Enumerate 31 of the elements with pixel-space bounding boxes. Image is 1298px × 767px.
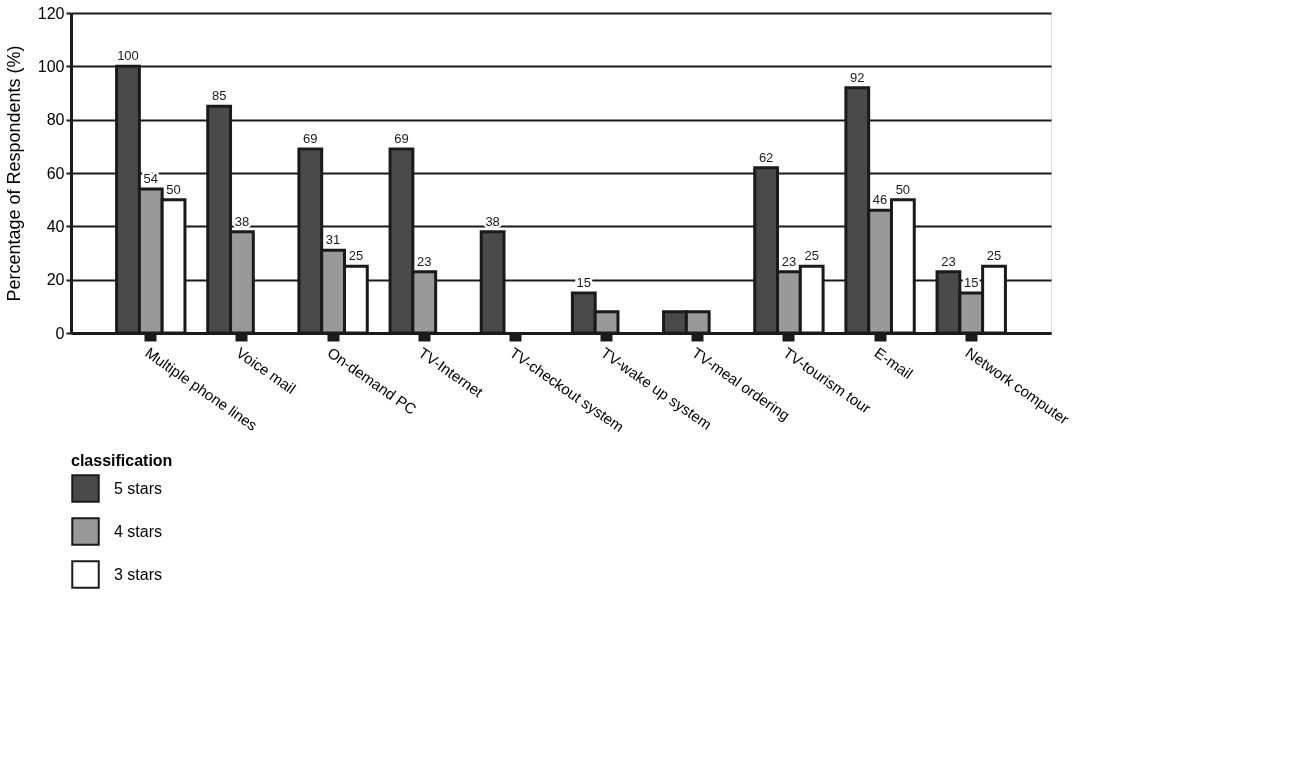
- data-label: 50: [166, 181, 181, 197]
- legend-label: 3 stars: [114, 565, 163, 583]
- data-label: 25: [804, 248, 819, 264]
- y-tick-label: 40: [46, 217, 65, 235]
- legend-title: classification: [71, 452, 173, 469]
- data-label: 38: [234, 213, 250, 229]
- data-label: 23: [781, 253, 797, 269]
- data-label: 23: [417, 253, 432, 269]
- data-label: 100: [117, 48, 139, 64]
- y-tick-label: 0: [55, 324, 65, 342]
- legend-label: 5 stars: [114, 479, 163, 497]
- data-label: 25: [348, 248, 364, 264]
- data-label: 38: [485, 213, 500, 229]
- data-label: 62: [758, 149, 774, 165]
- data-label: 25: [986, 248, 1002, 264]
- y-axis-title: Percentage of Respondents (%): [3, 45, 24, 302]
- y-tick-label: 100: [37, 57, 65, 75]
- data-label: 69: [394, 131, 409, 146]
- data-label: 54: [143, 171, 158, 186]
- y-tick-label: 120: [37, 4, 65, 22]
- data-label: 23: [941, 253, 956, 269]
- y-tick-label: 60: [46, 164, 65, 182]
- legend-label: 4 stars: [114, 522, 163, 540]
- y-tick-label: 20: [46, 271, 65, 289]
- data-label: 46: [872, 192, 888, 208]
- data-label: 69: [303, 131, 318, 146]
- data-label: 50: [895, 181, 911, 197]
- y-tick-label: 80: [46, 111, 65, 129]
- data-label: 31: [325, 232, 341, 248]
- data-label: 92: [850, 69, 865, 85]
- data-label: 85: [211, 88, 227, 104]
